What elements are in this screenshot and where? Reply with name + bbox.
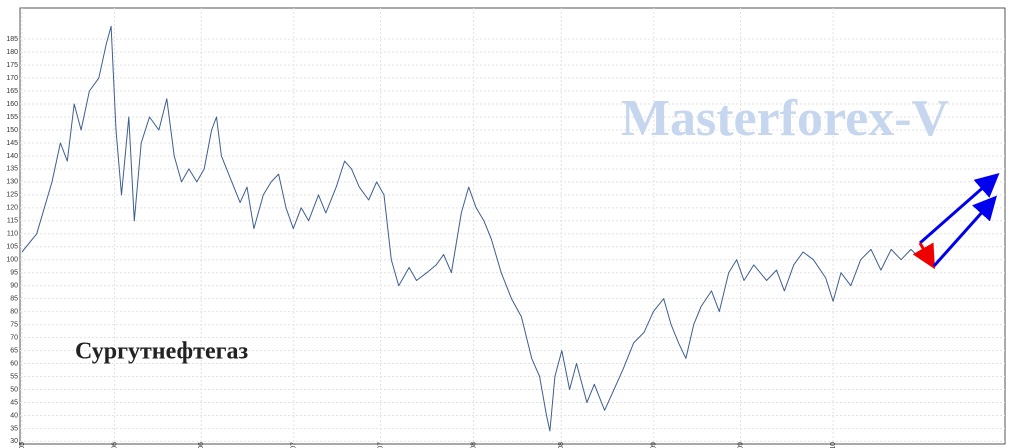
y-tick-label: 180 bbox=[6, 49, 18, 56]
y-tick-label: 55 bbox=[10, 373, 18, 380]
x-tick-label: 13.11.07 bbox=[377, 442, 384, 448]
plot-frame bbox=[19, 7, 1006, 445]
y-tick-label: 65 bbox=[10, 347, 18, 354]
y-tick-label: 60 bbox=[10, 360, 18, 367]
x-tick-label: 13.11.09 bbox=[737, 442, 744, 448]
y-tick-label: 80 bbox=[10, 308, 18, 315]
x-tick-label: 22.05.06 bbox=[111, 442, 118, 448]
y-tick-label: 110 bbox=[7, 231, 18, 238]
y-tick-label: 35 bbox=[10, 425, 18, 432]
x-tick-label: 21.05.07 bbox=[291, 442, 298, 448]
x-tick-label: 15.11.05 bbox=[19, 442, 26, 448]
y-tick-label: 105 bbox=[6, 244, 18, 251]
x-tick-label: 20.05.08 bbox=[470, 442, 477, 448]
y-tick-label: 150 bbox=[6, 127, 18, 134]
y-tick-label: 165 bbox=[6, 88, 18, 95]
forecast-arrow bbox=[919, 173, 1000, 245]
y-tick-label: 85 bbox=[10, 296, 18, 303]
y-tick-label: 90 bbox=[10, 283, 18, 290]
price-line bbox=[21, 25, 920, 432]
y-tick-label: 45 bbox=[10, 399, 18, 406]
chart-title: Сургутнефтегаз bbox=[75, 339, 248, 365]
y-tick-label: 40 bbox=[10, 412, 18, 419]
y-tick-label: 185 bbox=[6, 36, 18, 43]
y-tick-label: 145 bbox=[6, 140, 18, 147]
y-tick-label: 155 bbox=[6, 114, 18, 121]
y-tick-label: 75 bbox=[10, 321, 18, 328]
y-tick-label: 30 bbox=[10, 438, 18, 445]
y-tick-label: 135 bbox=[6, 166, 18, 173]
y-tick-label: 175 bbox=[6, 62, 18, 69]
x-tick-label: 20.05.10 bbox=[830, 442, 837, 448]
forecast-arrow bbox=[932, 195, 997, 267]
x-tick-label: 21.05.09 bbox=[651, 442, 658, 448]
y-tick-label: 170 bbox=[6, 75, 18, 82]
y-tick-label: 140 bbox=[6, 153, 18, 160]
y-tick-label: 125 bbox=[6, 192, 18, 199]
watermark: Masterforex-V bbox=[621, 90, 949, 147]
y-tick-label: 50 bbox=[10, 386, 18, 393]
y-tick-label: 95 bbox=[10, 270, 18, 277]
y-tick-label: 70 bbox=[10, 334, 18, 341]
forecast-arrow bbox=[912, 242, 935, 270]
y-tick-label: 100 bbox=[6, 257, 18, 264]
x-tick-label: 14.11.08 bbox=[558, 442, 565, 448]
y-tick-label: 115 bbox=[7, 218, 18, 225]
y-tick-label: 130 bbox=[6, 179, 18, 186]
y-tick-label: 120 bbox=[6, 205, 18, 212]
x-tick-label: 14.11.06 bbox=[198, 442, 205, 448]
y-tick-label: 160 bbox=[6, 101, 18, 108]
